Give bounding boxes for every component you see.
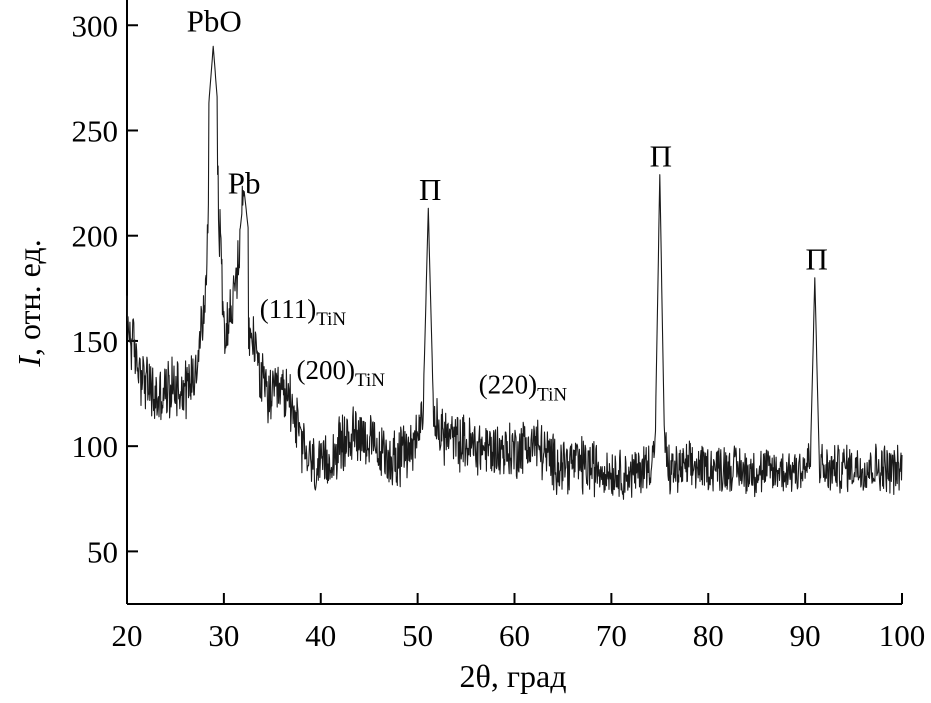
y-tick-label: 250 xyxy=(72,113,119,148)
peak-label: (111)TiN xyxy=(260,294,347,330)
peak-label: PbO xyxy=(187,4,242,39)
peak-label: (200)TiN xyxy=(297,355,386,391)
peak-label: (220)TiN xyxy=(479,370,568,406)
y-axis-title-units: , отн. ед. xyxy=(11,239,47,356)
y-tick-label: 150 xyxy=(72,324,119,359)
peak-label: П xyxy=(806,241,828,276)
y-axis-title: I, отн. ед. xyxy=(11,239,47,367)
y-tick-label: 100 xyxy=(72,429,119,464)
x-axis-title: 2θ, град xyxy=(460,658,567,694)
peak-label-text: Pb xyxy=(228,166,261,201)
peak-label-subscript: TiN xyxy=(537,385,567,406)
peak-label-text: П xyxy=(650,138,672,173)
peak-label-text: П xyxy=(806,241,828,276)
peak-label-text: (220) xyxy=(479,370,537,400)
y-tick-label: 200 xyxy=(72,219,119,254)
y-tick-label: 300 xyxy=(72,8,119,43)
x-tick-label: 20 xyxy=(112,618,143,653)
x-tick-label: 60 xyxy=(499,618,530,653)
peak-label-subscript: TiN xyxy=(316,309,346,330)
x-tick-label: 40 xyxy=(305,618,336,653)
y-tick-label: 50 xyxy=(87,534,118,569)
y-axis-title-symbol: I xyxy=(11,355,47,368)
peak-label: П xyxy=(419,172,441,207)
peak-label-text: PbO xyxy=(187,4,242,39)
peak-label: Pb xyxy=(228,166,261,201)
x-tick-label: 80 xyxy=(693,618,724,653)
peak-label-text: (111) xyxy=(260,294,316,324)
peak-label: П xyxy=(650,138,672,173)
diffraction-trace xyxy=(126,45,903,500)
y-axis-ticks: 50 100 150 200 250 300 xyxy=(72,8,138,569)
peak-label-text: П xyxy=(419,172,441,207)
x-tick-label: 70 xyxy=(596,618,627,653)
peak-label-subscript: TiN xyxy=(355,370,385,391)
x-tick-label: 50 xyxy=(402,618,433,653)
x-tick-label: 90 xyxy=(790,618,821,653)
axes xyxy=(126,0,902,605)
x-tick-label: 100 xyxy=(879,618,926,653)
peak-label-text: (200) xyxy=(297,355,355,385)
x-tick-label: 30 xyxy=(208,618,239,653)
x-axis-ticks: 20 30 40 50 60 70 80 90 100 xyxy=(112,593,926,653)
